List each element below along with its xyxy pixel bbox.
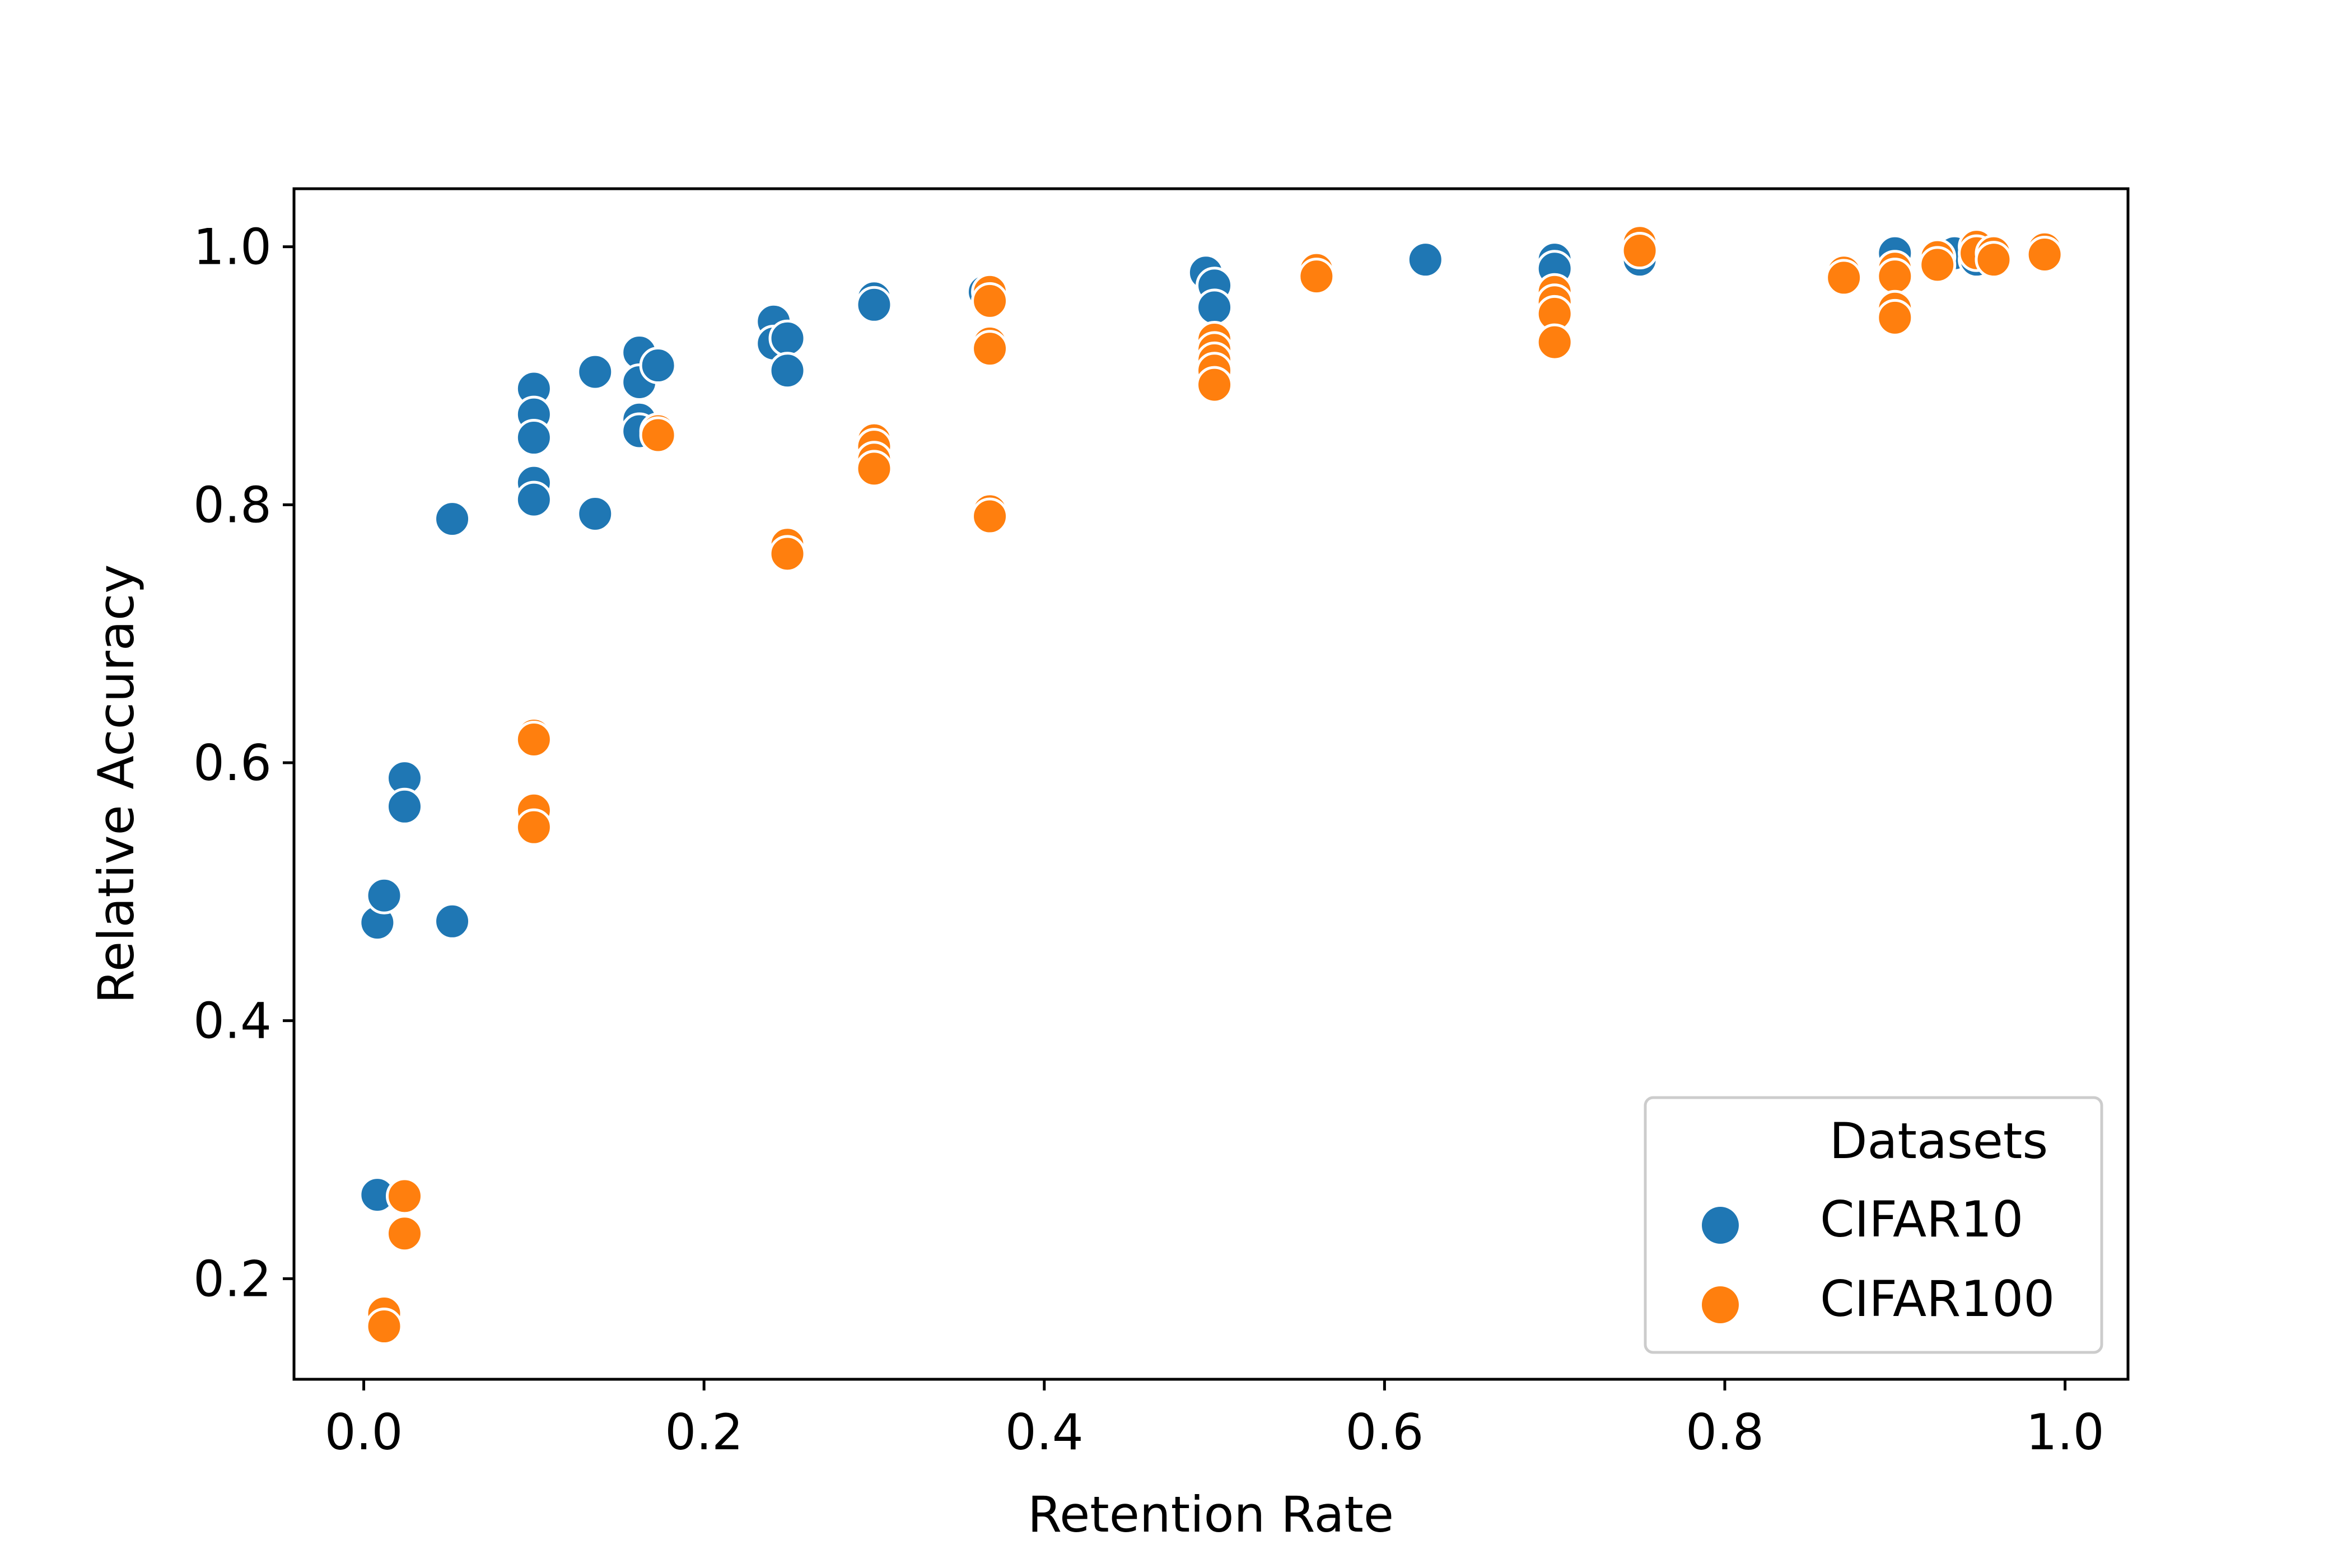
data-point (385, 1177, 423, 1215)
data-point (855, 286, 893, 324)
data-point (433, 902, 472, 940)
data-point (1919, 246, 1957, 284)
data-point (1621, 232, 1659, 270)
y-tick-label: 0.4 (193, 992, 272, 1050)
y-tick-label: 0.2 (193, 1250, 272, 1308)
data-point (515, 721, 553, 759)
data-point (1196, 366, 1234, 404)
plot-frame (292, 187, 2130, 1381)
legend-label-cifar100: CIFAR100 (1820, 1270, 2055, 1328)
legend-marker-cifar10 (1702, 1207, 1739, 1244)
data-point (576, 353, 614, 391)
data-point (639, 347, 677, 385)
y-axis-label: Relative Accuracy (87, 564, 145, 1004)
points-layer (358, 224, 2064, 1346)
data-point (855, 450, 893, 488)
x-tick-label: 0.6 (1345, 1403, 1424, 1461)
y-tick-label: 0.6 (193, 734, 272, 792)
legend: Datasets CIFAR10 CIFAR100 (1644, 1096, 2103, 1354)
data-point (971, 497, 1009, 535)
x-tick-label: 0.8 (1686, 1403, 1764, 1461)
data-point (1298, 258, 1336, 296)
data-point (515, 808, 553, 846)
data-point (433, 500, 472, 538)
legend-box (1644, 1096, 2103, 1354)
x-tick-label: 0.0 (325, 1403, 403, 1461)
y-tick-label: 1.0 (193, 218, 272, 276)
data-point (576, 494, 614, 533)
legend-marker-cifar100 (1702, 1286, 1739, 1323)
y-tick-label: 0.8 (193, 476, 272, 534)
data-point (768, 535, 806, 573)
ticks-layer: 0.0 0.2 0.4 0.6 0.8 1.0 0.2 0.4 0.6 0.8 1.0 (193, 218, 2104, 1461)
data-point (1975, 241, 2013, 279)
data-point (365, 876, 403, 914)
series-cifar100 (365, 224, 2064, 1346)
x-tick-label: 0.2 (665, 1403, 743, 1461)
data-point (1825, 259, 1863, 297)
data-point (515, 480, 553, 519)
legend-label-cifar10: CIFAR10 (1820, 1191, 2023, 1248)
data-point (1876, 258, 1914, 296)
x-axis-label: Retention Rate (1028, 1486, 1394, 1543)
data-point (1536, 323, 1574, 361)
data-point (1196, 288, 1234, 326)
data-point (1406, 241, 1444, 279)
data-point (385, 787, 423, 825)
x-tick-label: 1.0 (2026, 1403, 2104, 1461)
data-point (515, 419, 553, 457)
data-point (639, 416, 677, 454)
data-point (971, 282, 1009, 320)
data-point (2026, 235, 2064, 273)
data-point (971, 330, 1009, 368)
data-point (365, 1308, 403, 1346)
data-point (1876, 298, 1914, 337)
data-point (768, 352, 806, 390)
x-tick-label: 0.4 (1005, 1403, 1084, 1461)
legend-title: Datasets (1830, 1112, 2048, 1170)
data-point (385, 1215, 423, 1253)
data-point (768, 319, 806, 357)
